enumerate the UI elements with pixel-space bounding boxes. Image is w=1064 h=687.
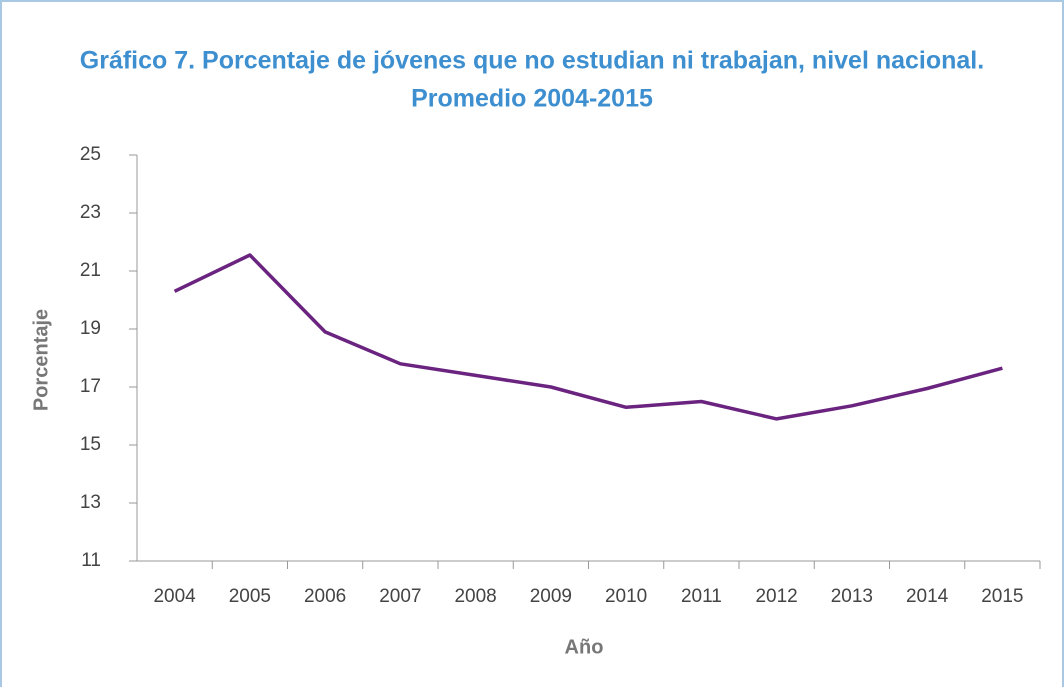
x-axis-label: Año xyxy=(565,636,604,658)
y-tick-label: 25 xyxy=(80,144,101,165)
x-tick-label: 2014 xyxy=(906,586,949,607)
y-axis-label: Porcentaje xyxy=(30,309,52,411)
y-tick-label: 13 xyxy=(80,492,101,513)
y-tick-label: 11 xyxy=(81,550,101,571)
chart-title: Gráfico 7. Porcentaje de jóvenes que no … xyxy=(80,47,984,75)
x-tick-label: 2015 xyxy=(981,586,1023,607)
data-line xyxy=(173,253,1003,421)
x-tick-label: 2008 xyxy=(454,586,496,607)
x-tick-label: 2005 xyxy=(229,586,271,607)
x-tick-label: 2013 xyxy=(831,586,873,607)
y-tick-label: 15 xyxy=(80,434,101,455)
x-tick-label: 2010 xyxy=(605,586,647,607)
x-tick-label: 2004 xyxy=(153,586,196,607)
x-tick-label: 2009 xyxy=(530,586,572,607)
y-tick-label: 23 xyxy=(80,202,101,223)
y-tick-label: 17 xyxy=(80,376,101,397)
x-tick-label: 2012 xyxy=(755,586,797,607)
x-tick-label: 2007 xyxy=(379,586,421,607)
x-tick-label: 2011 xyxy=(681,586,722,607)
x-tick-label: 2006 xyxy=(304,586,346,607)
chart-subtitle: Promedio 2004-2015 xyxy=(411,85,653,113)
y-tick-label: 21 xyxy=(80,260,101,281)
y-tick-label: 19 xyxy=(80,318,101,339)
